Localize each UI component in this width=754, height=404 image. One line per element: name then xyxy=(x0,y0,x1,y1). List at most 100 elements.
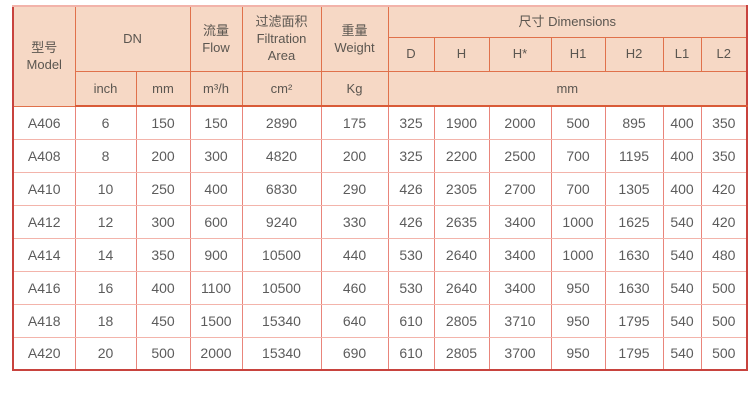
spec-table: 型号 Model DN 流量 Flow 过滤面积 Filtration Area xyxy=(12,5,749,371)
cell-weight: 330 xyxy=(320,204,389,239)
cell-weight: 460 xyxy=(320,270,389,305)
cell-dim-h: 2305 xyxy=(433,171,490,206)
header-cell-unit-weight: Kg xyxy=(320,70,389,107)
cell-dn-mm: 350 xyxy=(135,237,191,272)
cell-dim-d: 530 xyxy=(387,237,435,272)
cell-dn-mm: 500 xyxy=(135,336,191,371)
cell-dim-l2: 500 xyxy=(700,336,748,371)
cell-dim-h: 2635 xyxy=(433,204,490,239)
cell-dim-h: 2805 xyxy=(433,336,490,371)
cell-dim-hstar: 2000 xyxy=(488,105,552,140)
cell-dim-l1: 400 xyxy=(662,171,702,206)
cell-dim-h1: 1000 xyxy=(550,237,606,272)
filtration-label-en1: Filtration xyxy=(256,31,307,47)
cell-dim-h2: 895 xyxy=(604,105,664,140)
cell-dim-h2: 1630 xyxy=(604,270,664,305)
header-row-units: inch mm m³/h cm² Kg mm xyxy=(13,70,748,107)
header-cell-dim-l1: L1 xyxy=(662,36,702,72)
cell-flow: 600 xyxy=(189,204,243,239)
table-row: A408 8 200 300 4820 200 325 2200 2500 700 1195 400 3… xyxy=(12,138,748,173)
cell-filtration-area: 10500 xyxy=(241,237,322,272)
cell-dim-l2: 420 xyxy=(700,204,748,239)
spec-table-wrap: 型号 Model DN 流量 Flow 过滤面积 Filtration Area xyxy=(12,5,749,371)
cell-dn-inch: 18 xyxy=(74,303,137,338)
cell-dim-h1: 700 xyxy=(550,138,606,173)
header-cell-unit-dims: mm xyxy=(387,70,748,107)
table-row: A412 12 300 600 9240 330 426 2635 3400 1000 1625 54… xyxy=(12,204,748,239)
cell-dim-d: 530 xyxy=(387,270,435,305)
cell-dim-d: 426 xyxy=(387,204,435,239)
cell-dim-h1: 500 xyxy=(550,105,606,140)
cell-model: A414 xyxy=(12,237,76,272)
cell-dim-hstar: 3400 xyxy=(488,237,552,272)
cell-dim-l1: 540 xyxy=(662,303,702,338)
cell-dn-mm: 400 xyxy=(135,270,191,305)
header-cell-unit-inch: inch xyxy=(74,70,137,107)
header-row-groups: 型号 Model DN 流量 Flow 过滤面积 Filtration Area xyxy=(12,5,748,107)
cell-weight: 440 xyxy=(320,237,389,272)
header-cell-flow: 流量 Flow xyxy=(189,5,243,72)
cell-dn-inch: 6 xyxy=(74,105,137,140)
cell-dn-inch: 8 xyxy=(74,138,137,173)
cell-dim-l1: 540 xyxy=(662,204,702,239)
header-cell-unit-area: cm² xyxy=(241,70,322,107)
header-cell-dn: DN xyxy=(74,5,191,72)
header-cell-filtration-area: 过滤面积 Filtration Area xyxy=(241,5,322,72)
cell-filtration-area: 10500 xyxy=(241,270,322,305)
cell-dim-h: 2805 xyxy=(433,303,490,338)
cell-dim-l2: 350 xyxy=(700,105,748,140)
header-cell-dimensions: 尺寸 Dimensions xyxy=(387,5,748,38)
cell-flow: 300 xyxy=(189,138,243,173)
cell-dim-d: 325 xyxy=(387,138,435,173)
header-cell-weight: 重量 Weight xyxy=(320,5,389,72)
cell-dim-h2: 1795 xyxy=(604,303,664,338)
cell-dim-l2: 500 xyxy=(700,303,748,338)
cell-dim-h2: 1195 xyxy=(604,138,664,173)
cell-dim-hstar: 2500 xyxy=(488,138,552,173)
cell-dim-h2: 1795 xyxy=(604,336,664,371)
cell-model: A406 xyxy=(12,105,76,140)
cell-dim-h2: 1305 xyxy=(604,171,664,206)
cell-dn-inch: 20 xyxy=(74,336,137,371)
cell-flow: 2000 xyxy=(189,336,243,371)
header-cell-dim-h2: H2 xyxy=(604,36,664,72)
flow-label-en: Flow xyxy=(202,39,230,55)
cell-flow: 150 xyxy=(189,105,243,140)
cell-dim-h2: 1630 xyxy=(604,237,664,272)
cell-filtration-area: 15340 xyxy=(241,303,322,338)
cell-weight: 640 xyxy=(320,303,389,338)
cell-weight: 175 xyxy=(320,105,389,140)
cell-dn-mm: 250 xyxy=(135,171,191,206)
header-cell-model: 型号 Model xyxy=(12,5,76,107)
table-row: A414 14 350 900 10500 440 530 2640 3400 1000 1630 5… xyxy=(12,237,748,272)
cell-dim-d: 426 xyxy=(387,171,435,206)
cell-dim-l1: 540 xyxy=(662,237,702,272)
table-row: A406 6 150 150 2890 175 325 1900 2000 500 895 400 35… xyxy=(12,105,748,140)
cell-dim-hstar: 3710 xyxy=(488,303,552,338)
model-label-zh: 型号 xyxy=(31,40,58,56)
weight-label-zh: 重量 xyxy=(341,22,368,38)
cell-dn-mm: 200 xyxy=(135,138,191,173)
header-cell-dim-h1: H1 xyxy=(550,36,606,72)
cell-dim-h1: 950 xyxy=(550,336,606,371)
spec-table-body: A406 6 150 150 2890 175 325 1900 2000 500 895 400 35… xyxy=(12,105,748,371)
cell-dn-inch: 14 xyxy=(74,237,137,272)
weight-label-en: Weight xyxy=(334,39,375,55)
cell-dim-h: 2640 xyxy=(433,237,490,272)
cell-dn-inch: 12 xyxy=(74,204,137,239)
cell-dim-d: 325 xyxy=(387,105,435,140)
spec-table-header: 型号 Model DN 流量 Flow 过滤面积 Filtration Area xyxy=(12,5,748,107)
cell-model: A416 xyxy=(12,270,76,305)
cell-dn-inch: 10 xyxy=(74,171,137,206)
cell-dim-l1: 400 xyxy=(662,105,702,140)
cell-weight: 200 xyxy=(320,138,389,173)
cell-dim-h1: 700 xyxy=(550,171,606,206)
filtration-label-en2: Area xyxy=(267,48,296,64)
cell-dim-l1: 540 xyxy=(662,336,702,371)
cell-model: A410 xyxy=(12,171,76,206)
cell-dim-l2: 500 xyxy=(700,270,748,305)
cell-dim-l2: 480 xyxy=(700,237,748,272)
header-cell-dim-hstar: H* xyxy=(488,36,552,72)
cell-dim-l1: 540 xyxy=(662,270,702,305)
model-label-en: Model xyxy=(26,57,62,73)
